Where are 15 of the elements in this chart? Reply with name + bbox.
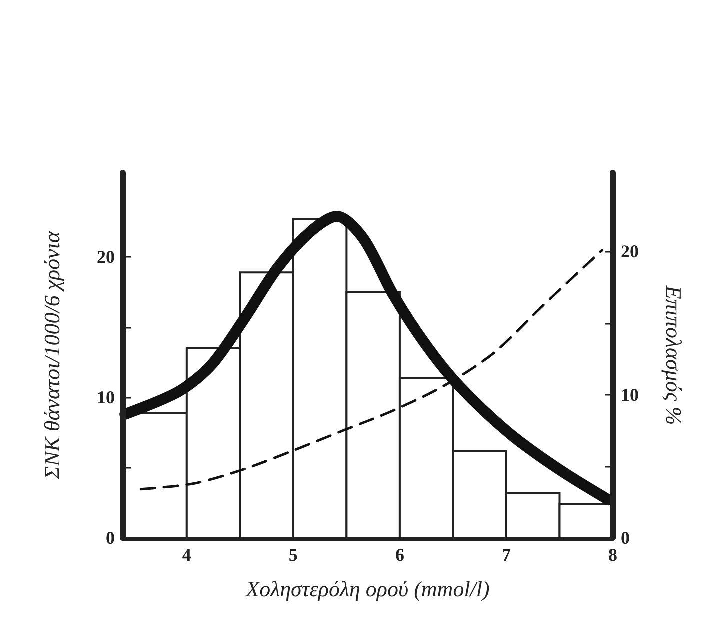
y-tick-label: 10: [97, 388, 115, 408]
x-tick-label: 7: [502, 545, 511, 565]
y-axis-title: ΣΝΚ θάνατοι/1000/6 χρόνια: [40, 231, 64, 480]
y2-axis-title: Επιπολασμός %: [662, 284, 686, 426]
x-tick-label: 8: [608, 545, 618, 565]
x-axis-title: Χοληστερόλη ορού (mmol/l): [245, 576, 490, 602]
y2-tick-label: 20: [621, 242, 639, 262]
y2-tick-label: 10: [621, 384, 639, 405]
x-tick-label: 5: [288, 545, 298, 565]
y-tick-label: 0: [106, 528, 115, 548]
y2-tick-label: 0: [621, 528, 630, 548]
y-tick-label: 20: [97, 247, 115, 268]
x-tick-label: 6: [395, 545, 404, 565]
line-series: [140, 249, 604, 491]
x-tick-label: 4: [182, 545, 192, 565]
